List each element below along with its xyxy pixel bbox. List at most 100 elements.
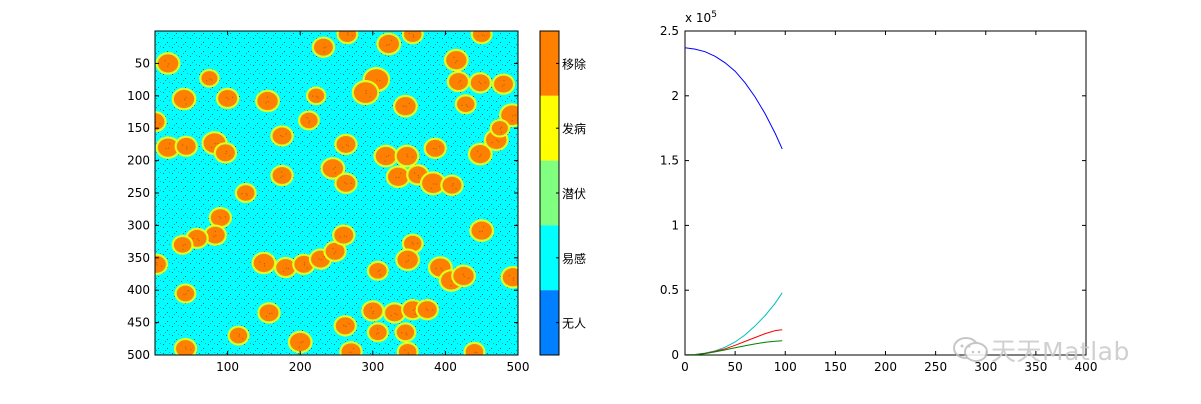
removed-cluster [323, 240, 347, 262]
cluster-speckle [468, 277, 470, 279]
cluster-speckle [461, 104, 463, 106]
removed-cluster [305, 86, 327, 106]
cluster-speckle [377, 332, 380, 334]
cluster-core [338, 31, 357, 43]
cluster-core [502, 268, 518, 287]
cluster-speckle [298, 346, 300, 348]
cluster-speckle [323, 51, 325, 53]
cluster-speckle [408, 102, 410, 104]
cluster-speckle [213, 236, 215, 238]
cluster-speckle [184, 99, 186, 101]
cluster-speckle [184, 244, 186, 246]
removed-cluster [396, 341, 419, 355]
cluster-speckle [282, 135, 284, 138]
cluster-core [471, 221, 492, 240]
cluster-core [201, 71, 218, 86]
cluster-speckle [312, 95, 314, 97]
series-line-blue [685, 47, 783, 150]
removed-cluster [171, 234, 194, 255]
cluster-speckle [345, 144, 348, 146]
cluster-speckle [395, 176, 397, 179]
cluster-speckle [435, 183, 437, 185]
cluster-speckle [350, 182, 352, 184]
removed-cluster [171, 87, 197, 111]
removed-cluster [320, 157, 346, 180]
cluster-core [155, 255, 166, 273]
cluster-speckle [210, 146, 213, 148]
cluster-speckle [480, 154, 482, 156]
cluster-speckle [225, 96, 228, 99]
cluster-speckle [388, 154, 390, 157]
cluster-speckle [345, 236, 348, 238]
cluster-speckle [441, 269, 443, 271]
cluster-speckle [300, 342, 302, 344]
watermark: 天天Matlab [951, 332, 1130, 368]
cluster-speckle [185, 103, 187, 105]
cluster-speckle [435, 148, 437, 150]
cluster-speckle [308, 122, 310, 124]
map-y-tick-label: 150 [127, 121, 150, 135]
map-y-tick-label: 250 [127, 186, 150, 200]
removed-cluster [215, 87, 240, 110]
cluster-core [276, 259, 296, 276]
cluster-speckle [224, 216, 226, 218]
cluster-speckle [282, 175, 284, 177]
removed-cluster [446, 70, 471, 93]
cluster-speckle [463, 275, 465, 278]
cluster-speckle [481, 34, 483, 36]
removed-cluster [366, 322, 389, 343]
line-y-axis: 0 0.5 1 1.5 2 2.5 [660, 24, 1086, 362]
cluster-speckle [156, 264, 158, 266]
cluster-speckle [239, 333, 241, 335]
cluster-speckle [376, 333, 378, 335]
cluster-speckle [503, 84, 505, 86]
removed-cluster [203, 224, 227, 246]
cluster-speckle [266, 96, 268, 98]
removed-cluster [373, 144, 399, 168]
cluster-speckle [182, 248, 184, 250]
removed-cluster [376, 32, 402, 56]
cluster-speckle [372, 310, 374, 313]
cluster-speckle [390, 39, 393, 42]
cluster-speckle [365, 89, 367, 92]
removed-cluster [385, 165, 411, 189]
cluster-speckle [435, 267, 437, 270]
cluster-speckle [186, 146, 188, 148]
cluster-speckle [407, 351, 409, 353]
cluster-speckle [245, 193, 247, 195]
cluster-core [404, 31, 422, 43]
line-x-tick-label: 400 [1075, 360, 1098, 374]
removed-cluster [463, 341, 486, 355]
cluster-speckle [347, 145, 350, 147]
y-exponent-label: x 105 [685, 10, 717, 25]
removed-cluster [419, 171, 447, 196]
cluster-speckle [401, 332, 403, 334]
cluster-speckle [215, 235, 217, 237]
removed-cluster [491, 73, 516, 95]
cluster-speckle [323, 47, 325, 49]
removed-cluster [227, 325, 250, 346]
cluster-speckle [280, 171, 283, 173]
cluster-speckle [304, 262, 306, 264]
line-x-tick-label: 150 [824, 360, 847, 374]
line-y-tick-label: 1 [671, 218, 679, 232]
colorbar-label: 易感 [562, 251, 586, 266]
removed-cluster [274, 256, 298, 279]
cluster-speckle [238, 335, 240, 337]
cluster-speckle [225, 152, 227, 155]
cluster-speckle [211, 79, 213, 81]
line-x-tick-label: 250 [924, 360, 947, 374]
cluster-speckle [231, 96, 234, 98]
cluster-speckle [500, 131, 502, 133]
population-line-plot: 0 50 100 150 200 250 300 350 400 0 0.5 1 1.5 2 2.5 x … [660, 10, 1098, 374]
cluster-speckle [345, 325, 347, 328]
cluster-speckle [453, 56, 455, 58]
map-x-tick-label: 200 [289, 360, 312, 374]
map-y-tick-label: 50 [135, 56, 150, 70]
cluster-speckle [481, 230, 483, 232]
cluster-speckle [466, 105, 469, 108]
removed-cluster [173, 337, 198, 355]
cluster-speckle [333, 253, 335, 255]
removed-cluster [423, 137, 447, 159]
line-x-axis: 0 50 100 150 200 250 300 350 400 [681, 31, 1097, 374]
